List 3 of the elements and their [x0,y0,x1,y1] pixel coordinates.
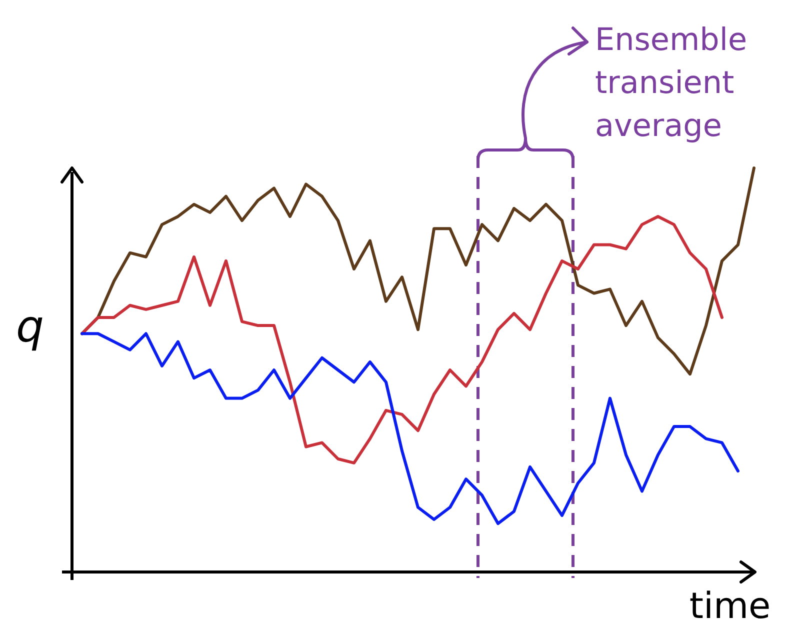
y-axis-title: q [16,302,44,353]
x-axis-title: time [689,586,771,627]
text: Ensemble transient average [595,22,748,144]
